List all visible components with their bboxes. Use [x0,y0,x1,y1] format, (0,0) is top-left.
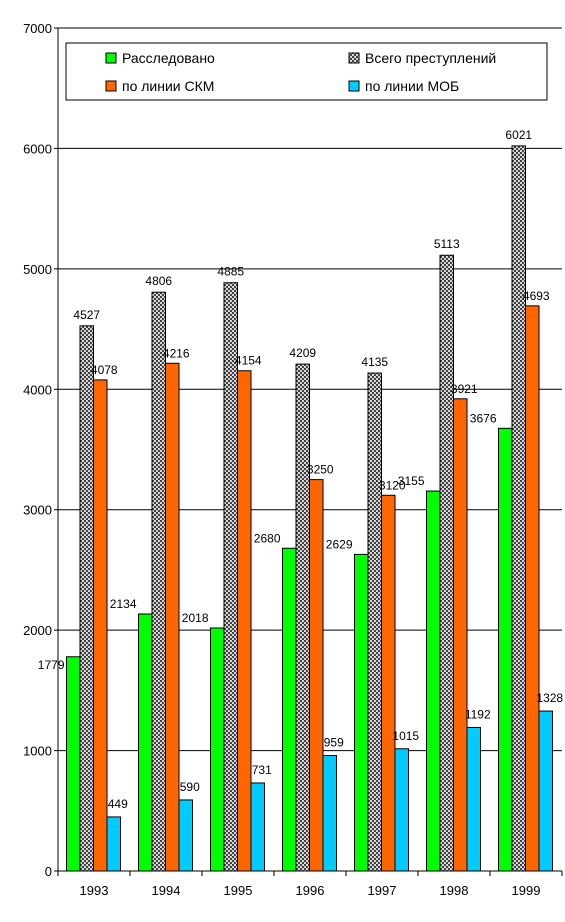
data-label-1993-series-2: 4078 [91,363,118,377]
data-label-1994-series-2: 4216 [163,346,190,360]
y-tick-label: 5000 [23,262,52,277]
legend-label-series-2: по линии СКМ [122,78,214,94]
bar-1997-series-2 [381,494,396,872]
bar-1995-series-0 [210,627,225,872]
data-label-1999-series-1: 6021 [505,128,532,142]
data-label-1997-series-2: 3120 [379,478,406,492]
data-label-1997-series-3: 1015 [392,729,419,743]
data-label-1995-series-1: 4885 [217,265,244,279]
legend-box [65,42,548,101]
bar-1994-series-3 [178,799,193,872]
y-tick-label: 6000 [23,141,52,156]
bar-1996-series-0 [282,547,297,872]
data-label-1993-series-0: 1779 [38,658,65,672]
data-label-1998-series-3: 1192 [465,707,491,721]
bar-1999-series-3 [538,710,553,872]
bar-1996-series-3 [322,755,337,872]
legend-label-series-3: по линии МОБ [365,78,459,94]
legend-swatch-series-2 [105,80,117,92]
bar-1994-series-1 [151,291,166,872]
data-labels: 1779 4527 4078 449 2134 4806 4216 590 2018 4885 41… [38,128,564,811]
x-tick-label: 1999 [512,883,541,898]
bar-1998-series-3 [466,726,481,872]
bar-1995-series-1 [223,282,238,872]
bar-1997-series-3 [394,748,409,872]
bar-1996-series-1 [295,363,310,872]
data-label-1995-series-2: 4154 [235,354,262,368]
data-label-1998-series-2: 3921 [451,382,478,396]
bar-1994-series-0 [138,613,153,872]
data-label-1996-series-3: 959 [324,736,344,750]
bar-1995-series-2 [237,370,252,872]
bar-1993-series-0 [66,656,81,872]
data-label-1995-series-3: 731 [252,763,272,777]
data-label-1995-series-0: 2018 [182,611,209,625]
bar-1993-series-2 [93,379,108,872]
bar-1996-series-2 [309,479,324,872]
data-label-1998-series-0: 3155 [398,474,425,488]
bar-1998-series-1 [439,254,454,872]
legend-swatch-series-1 [348,52,360,64]
data-label-1996-series-0: 2680 [254,531,281,545]
bar-1997-series-0 [354,553,369,872]
legend-label-series-1: Всего преступлений [365,50,496,66]
data-label-1998-series-1: 5113 [434,237,460,251]
bar-1998-series-0 [426,490,441,872]
legend-swatch-series-0 [105,52,117,64]
data-label-1996-series-2: 3250 [307,463,334,477]
data-label-1994-series-0: 2134 [110,597,137,611]
data-label-1993-series-1: 4527 [73,308,100,322]
y-tick-label: 2000 [23,623,52,638]
x-tick-label: 1994 [152,883,181,898]
bar-1993-series-1 [79,325,94,872]
data-label-1994-series-3: 590 [180,780,200,794]
x-tick-label: 1993 [80,883,109,898]
x-tick-label: 1996 [296,883,325,898]
bars [66,145,553,872]
y-tick-label: 7000 [23,21,52,36]
y-tick-label: 3000 [23,503,52,518]
x-tick-label: 1997 [368,883,397,898]
bar-1998-series-2 [453,398,468,872]
x-tick-label: 1995 [224,883,253,898]
axes: 0 1000 2000 3000 4000 5000 6000 7000 1993 1994 199… [23,21,563,898]
legend-swatch-series-3 [348,80,360,92]
legend: Расследовано Всего преступлений по линии С… [65,42,548,101]
bar-1997-series-1 [367,372,382,872]
bar-1994-series-2 [165,362,180,872]
bar-1995-series-3 [250,782,265,872]
legend-label-series-0: Расследовано [122,50,215,66]
data-label-1994-series-1: 4806 [145,274,172,288]
x-tick-label: 1998 [440,883,469,898]
bar-1993-series-3 [106,816,121,872]
bar-1999-series-1 [511,145,526,872]
data-label-1999-series-2: 4693 [523,289,550,303]
data-label-1999-series-0: 3676 [470,411,497,425]
y-tick-label: 1000 [23,744,52,759]
data-label-1993-series-3: 449 [108,797,128,811]
bar-1999-series-0 [498,427,513,872]
y-tick-label: 0 [45,864,52,879]
data-label-1997-series-0: 2629 [326,537,353,551]
data-label-1996-series-1: 4209 [289,346,316,360]
data-label-1999-series-3: 1328 [536,691,563,705]
y-tick-label: 4000 [23,382,52,397]
bar-1999-series-2 [525,305,540,872]
data-label-1997-series-1: 4135 [361,355,388,369]
